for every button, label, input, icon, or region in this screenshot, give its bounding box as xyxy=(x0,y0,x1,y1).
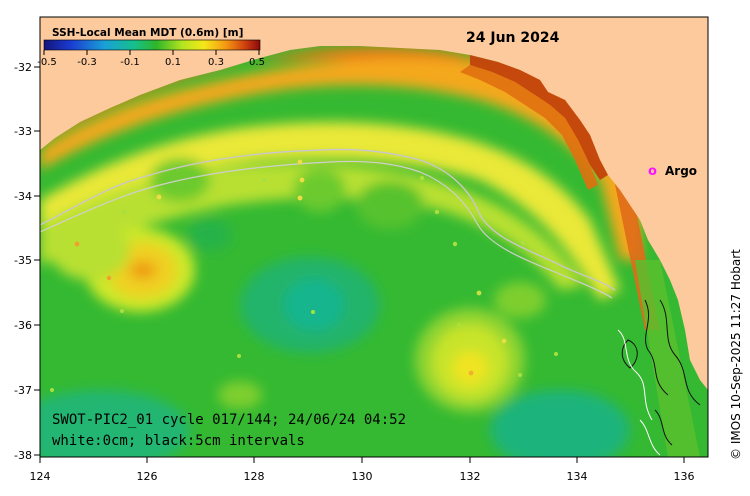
colorbar-title: SSH-Local Mean MDT (0.6m) [m] xyxy=(52,27,243,39)
colorbar-tick-label: 0.3 xyxy=(208,57,224,68)
bathymetry-line xyxy=(40,148,616,291)
x-tick-label: 136 xyxy=(674,470,695,483)
colorbar-gradient xyxy=(43,39,261,51)
x-tick-label: 132 xyxy=(460,470,481,483)
plot-frame xyxy=(39,16,709,458)
argo-label: Argo xyxy=(665,164,697,178)
map-date-title: 24 Jun 2024 xyxy=(466,30,560,46)
colorbar-tick-label: -0.1 xyxy=(120,57,140,68)
x-axis: 124 126 128 130 132 134 136 xyxy=(30,457,695,483)
colorbar: SSH-Local Mean MDT (0.6m) [m] -0.5 -0.3 … xyxy=(37,27,265,68)
swot-swath-green xyxy=(635,260,700,457)
y-tick-label: -33 xyxy=(14,125,32,138)
x-tick-label: 130 xyxy=(352,470,373,483)
x-tick-label: 126 xyxy=(137,470,158,483)
colorbar-tick-label: -0.5 xyxy=(37,57,57,68)
bathymetry-line xyxy=(40,160,613,299)
contour-info-text: white:0cm; black:5cm intervals xyxy=(52,433,305,449)
coastal-mid-band xyxy=(460,65,598,190)
colorbar-tick-label: -0.3 xyxy=(77,57,97,68)
y-tick-label: -38 xyxy=(14,449,32,462)
y-axis: -32 -33 -34 -35 -36 -37 -38 xyxy=(14,61,40,462)
colorbar-tick-label: 0.5 xyxy=(249,57,265,68)
land-mass xyxy=(40,17,708,390)
argo-legend: o Argo xyxy=(648,164,697,179)
map-plot-area xyxy=(40,17,708,457)
contour-lines xyxy=(621,299,701,446)
credit-text: © IMOS 10-Sep-2025 11:27 Hobart xyxy=(729,249,743,460)
x-tick-label: 124 xyxy=(30,470,51,483)
x-tick-label: 128 xyxy=(244,470,265,483)
x-tick-label: 134 xyxy=(567,470,588,483)
y-tick-label: -35 xyxy=(14,254,32,267)
y-tick-label: -34 xyxy=(14,190,32,203)
colorbar-tick-label: 0.1 xyxy=(165,57,181,68)
y-tick-label: -37 xyxy=(14,384,32,397)
y-tick-label: -32 xyxy=(14,61,32,74)
cycle-info-text: SWOT-PIC2_01 cycle 017/144; 24/06/24 04:… xyxy=(52,412,406,428)
white-contour-lines xyxy=(617,329,661,456)
argo-symbol: o xyxy=(648,164,657,179)
y-tick-label: -36 xyxy=(14,319,32,332)
float-markers xyxy=(50,159,558,392)
coastal-high-band xyxy=(470,55,608,180)
